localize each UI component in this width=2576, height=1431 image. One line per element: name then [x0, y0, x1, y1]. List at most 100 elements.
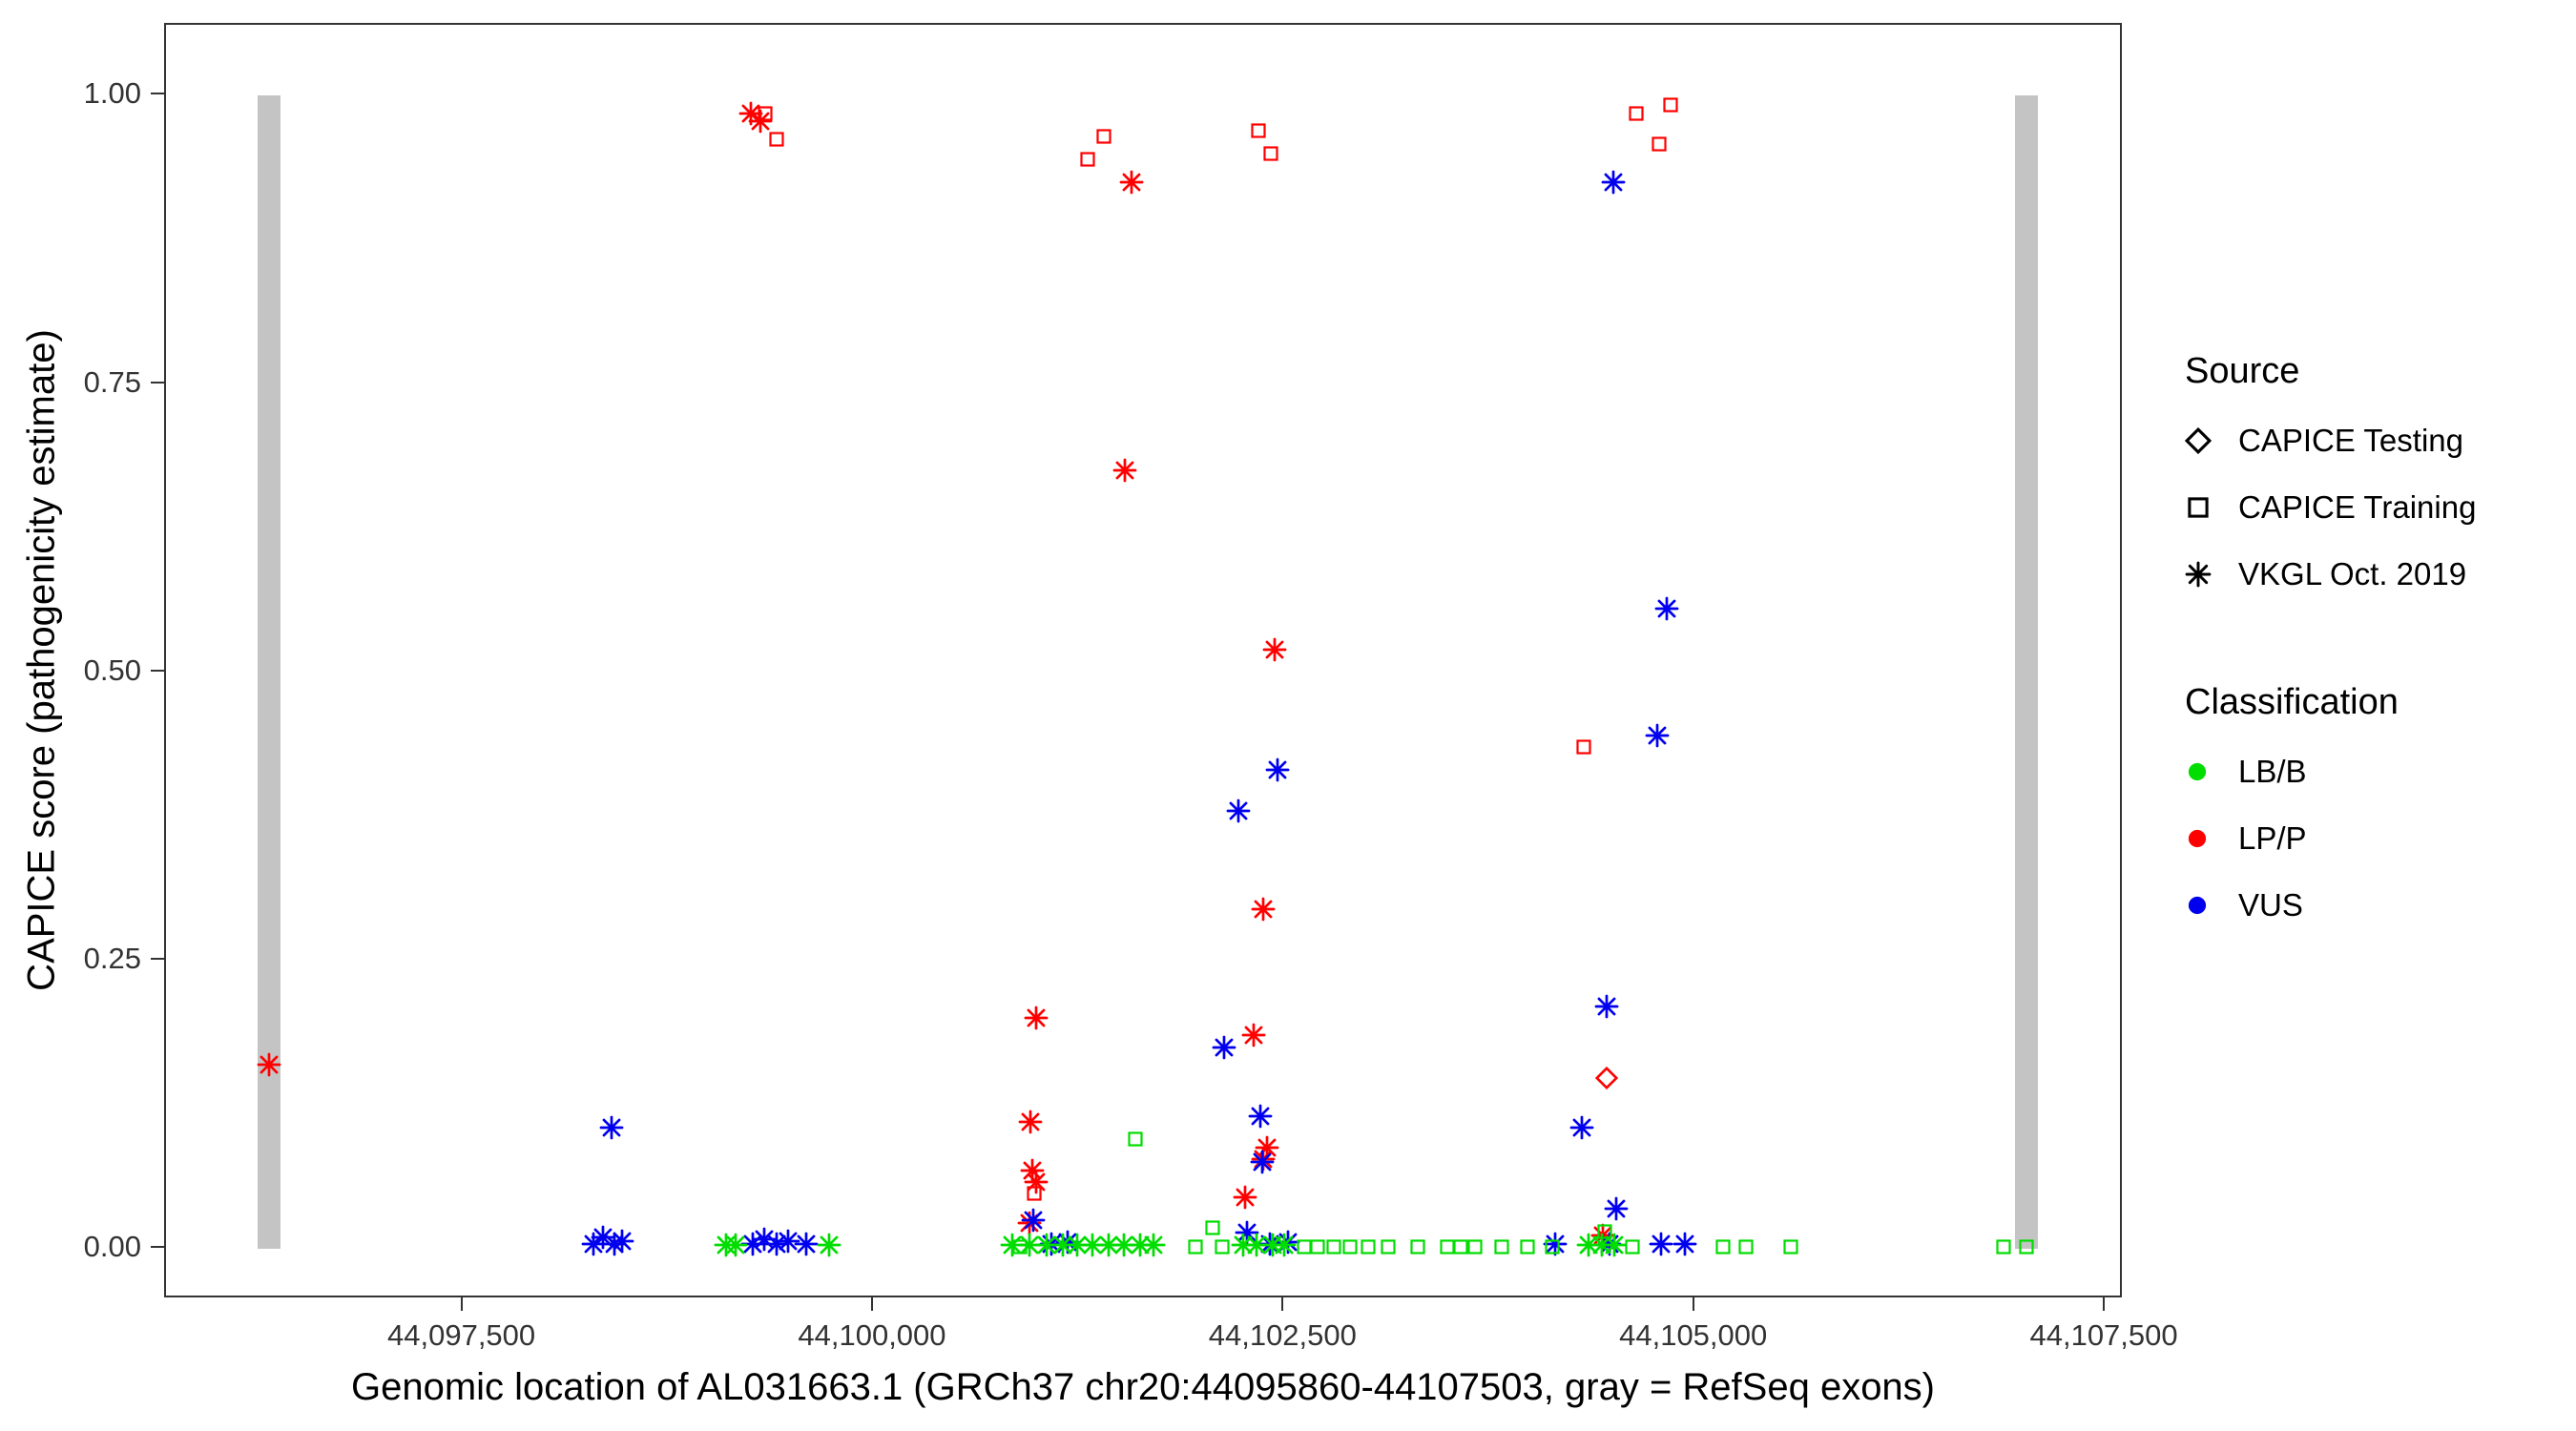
data-point [1034, 1234, 1059, 1257]
data-point [1128, 1234, 1153, 1257]
data-point [1112, 458, 1137, 483]
legend-label: CAPICE Testing [2238, 423, 2463, 458]
legend-item-vus: VUS [2185, 872, 2566, 939]
legend: Source CAPICE Testing CAPICE Training VKGL… [2185, 351, 2566, 939]
data-point [1244, 1234, 1269, 1257]
legend-item-capice-training: CAPICE Training [2185, 474, 2566, 541]
data-point [1250, 1150, 1275, 1174]
data-point [1576, 1234, 1601, 1257]
data-point [1672, 1232, 1697, 1256]
data-point [1018, 1212, 1042, 1235]
data-point [752, 1227, 777, 1252]
data-point [1231, 1234, 1256, 1257]
data-point [1226, 798, 1251, 823]
data-point [1080, 1234, 1105, 1257]
color-dot-icon [2185, 759, 2227, 784]
data-point [777, 1229, 800, 1254]
data-point [1096, 129, 1111, 144]
legend-label: CAPICE Training [2238, 489, 2477, 525]
data-point [1255, 1135, 1279, 1160]
legend-classification-title: Classification [2185, 682, 2399, 722]
data-point [1597, 1232, 1622, 1256]
data-point [1493, 1239, 1509, 1255]
legend-label: VKGL Oct. 2019 [2238, 556, 2467, 591]
y-tick-label: 0.75 [83, 364, 141, 399]
data-point [1204, 1220, 1220, 1235]
data-point [1645, 723, 1670, 748]
data-point [599, 1115, 623, 1140]
data-point [602, 1232, 627, 1256]
x-tick-mark [460, 1297, 463, 1311]
data-point [748, 109, 773, 134]
legend-item-lp-p: LP/P [2185, 805, 2566, 872]
data-point [1257, 1232, 1282, 1256]
y-tick-mark [151, 669, 164, 672]
data-point [1590, 1223, 1615, 1247]
color-dot-icon [2185, 826, 2227, 851]
legend-item-lb-b: LB/B [2185, 738, 2566, 805]
y-tick-mark [151, 93, 164, 95]
data-point [1018, 1110, 1043, 1134]
data-point [738, 101, 763, 125]
data-point [1018, 1234, 1042, 1257]
data-point [1649, 1232, 1672, 1256]
data-point [1663, 97, 1678, 113]
data-point [1251, 1147, 1276, 1172]
data-point [714, 1234, 738, 1257]
legend-classification-items: LB/B LP/P VUS [2185, 738, 2566, 939]
data-point [1602, 1234, 1627, 1257]
data-point [1141, 1234, 1166, 1257]
data-point [1597, 1224, 1612, 1239]
refseq-exon-bar [258, 95, 281, 1250]
data-point [1276, 1230, 1300, 1255]
data-point [1440, 1239, 1455, 1255]
asterisk-icon [2185, 561, 2227, 588]
data-point [1241, 1024, 1266, 1047]
y-tick-label: 0.50 [83, 653, 141, 687]
data-point [610, 1229, 634, 1254]
color-dot-icon [2185, 893, 2227, 918]
data-point [1266, 758, 1290, 782]
legend-item-vkgl-oct-2019: VKGL Oct. 2019 [2185, 541, 2566, 608]
data-point [764, 1232, 788, 1256]
data-point [1520, 1239, 1535, 1255]
legend-item-capice-testing: CAPICE Testing [2185, 407, 2566, 474]
data-point [1212, 1035, 1236, 1059]
data-point [1594, 1067, 1618, 1090]
data-point [723, 1234, 748, 1257]
data-point [1326, 1239, 1341, 1255]
data-point [1000, 1234, 1024, 1257]
data-point [1569, 1115, 1594, 1140]
data-point [1119, 170, 1144, 195]
data-point [1361, 1239, 1376, 1255]
data-point [1601, 170, 1626, 195]
data-point [794, 1232, 819, 1256]
data-point [1263, 146, 1278, 161]
data-point [1629, 105, 1644, 121]
refseq-exon-bar [2015, 95, 2039, 1250]
data-point [1655, 596, 1679, 621]
data-point [1096, 1234, 1121, 1257]
data-point [1251, 897, 1276, 921]
legend-label: VUS [2238, 887, 2303, 923]
data-point [1297, 1239, 1312, 1255]
legend-label: LP/P [2238, 820, 2307, 856]
data-point [1782, 1239, 1798, 1255]
x-tick-mark [1281, 1297, 1284, 1311]
data-point [1055, 1230, 1080, 1255]
data-point [1251, 123, 1266, 138]
data-point [1235, 1220, 1259, 1245]
data-point [1027, 1186, 1042, 1201]
plot-panel [164, 23, 2122, 1297]
y-tick-mark [151, 957, 164, 960]
data-point [1545, 1239, 1560, 1255]
data-point [1589, 1234, 1613, 1257]
data-point [1625, 1239, 1640, 1255]
data-point [740, 1232, 764, 1256]
data-point [1738, 1239, 1754, 1255]
data-point [1215, 1239, 1230, 1255]
data-point [1262, 637, 1287, 661]
x-tick-label: 44,100,000 [798, 1318, 946, 1352]
data-point [591, 1225, 615, 1250]
